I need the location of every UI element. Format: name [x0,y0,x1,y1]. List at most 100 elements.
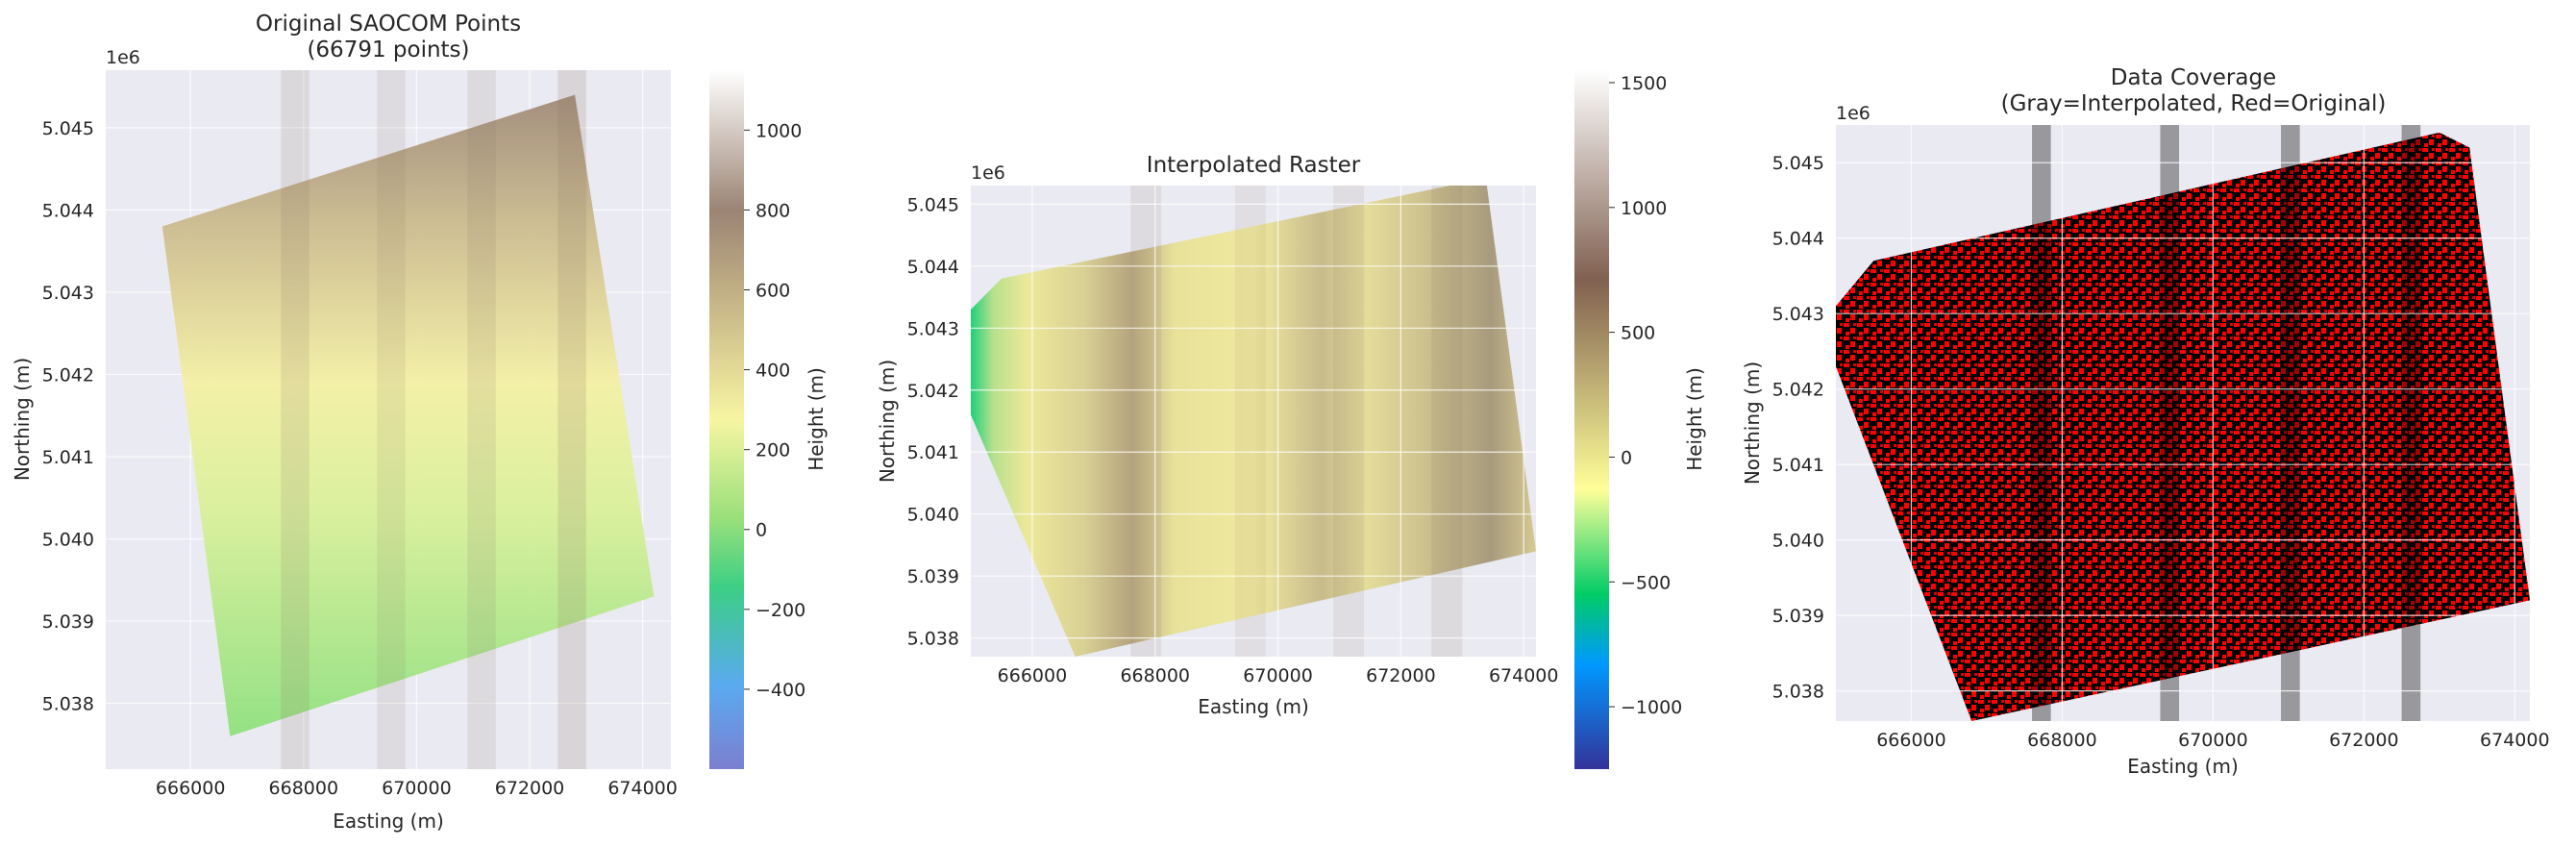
colorbar-ticks-2: −1000 −500 0 500 1000 1500 [1609,73,1682,718]
y-tick-label: 5.042 [1772,380,1824,401]
y-tick-label: 5.044 [1772,229,1824,250]
colorbar-tick-label: −1000 [1621,697,1682,718]
colorbar-label-1: Height (m) [805,367,828,471]
x-tick-label: 668000 [2027,730,2097,751]
y-tick-label: 5.042 [42,364,94,386]
scatter-footprint [161,94,655,736]
ridge-band [1431,186,1463,657]
y-tick-label: 5.039 [907,566,959,587]
grid-3 [1836,125,2530,721]
x-label-2: Easting (m) [1198,695,1309,718]
coverage-footprint [1836,132,2530,721]
y-label-2: Northing (m) [876,360,899,483]
y-tick-label: 5.043 [907,318,959,339]
colorbar-tick-label: 600 [755,280,790,301]
y-tick-label: 5.039 [42,611,94,633]
ridge-band [1234,186,1266,657]
y-ticks-1: 5.038 5.039 5.040 5.041 5.042 5.043 5.044 5.045 [42,118,94,715]
y-tick-label: 5.043 [42,283,94,304]
x-tick-label: 670000 [382,778,452,799]
colorbar-tick-label: −500 [1621,572,1671,593]
x-tick-label: 670000 [1243,665,1313,686]
x-tick-label: 666000 [1876,730,1946,751]
y-multiplier-3: 1e6 [1836,103,1870,124]
colorbar-tick-label: 500 [1621,323,1655,344]
x-tick-label: 672000 [2329,730,2399,751]
colorbar-tick-label: 1000 [1621,198,1667,219]
y-tick-label: 5.043 [1772,304,1824,325]
y-tick-label: 5.045 [907,194,959,215]
colorbar-tick-label: 1000 [755,120,802,141]
ridge-band [1130,186,1162,657]
y-ticks-3: 5.038 5.039 5.040 5.041 5.042 5.043 5.044 5.045 [1772,153,1824,702]
y-tick-label: 5.045 [42,118,94,139]
y-tick-label: 5.045 [1772,153,1824,174]
y-tick-label: 5.040 [1772,531,1824,552]
x-tick-label: 666000 [998,665,1068,686]
x-tick-label: 674000 [2480,730,2550,751]
y-label-1: Northing (m) [11,358,34,481]
y-ticks-2: 5.038 5.039 5.040 5.041 5.042 5.043 5.044 5.045 [907,194,959,649]
y-tick-label: 5.038 [1772,682,1824,703]
colorbar-tick-label: 1500 [1621,73,1667,94]
x-tick-label: 668000 [269,778,339,799]
colorbar-ticks-1: −400 −200 0 200 400 600 800 1000 [744,120,805,701]
coverage-gap-band [2401,125,2421,721]
colorbar-tick-label: 0 [1621,447,1632,468]
y-multiplier-1: 1e6 [106,47,140,68]
title-3: Data Coverage (Gray=Interpolated, Red=Ori… [2001,65,2387,116]
panel-interpolated-raster: Interpolated Raster 1e6 666000 668000 6700… [876,70,1706,769]
y-tick-label: 5.044 [42,200,94,221]
x-tick-label: 666000 [156,778,226,799]
ridge-band [557,70,586,769]
ridge-band [1333,186,1365,657]
title-2: Interpolated Raster [1147,153,1361,178]
coverage-gap-band [2160,125,2180,721]
y-label-3: Northing (m) [1741,361,1764,485]
y-tick-label: 5.042 [907,381,959,402]
colorbar-tick-label: −200 [755,600,805,621]
coverage-gap-band [2032,125,2051,721]
x-tick-label: 674000 [607,778,678,799]
y-tick-label: 5.041 [42,447,94,468]
x-tick-label: 668000 [1120,665,1190,686]
y-tick-label: 5.040 [42,530,94,551]
panel-data-coverage: Data Coverage (Gray=Interpolated, Red=Ori… [1741,65,2550,778]
x-tick-label: 674000 [1489,665,1559,686]
y-tick-label: 5.039 [1772,606,1824,627]
x-tick-label: 670000 [2178,730,2248,751]
x-ticks-3: 666000 668000 670000 672000 674000 [1876,730,2549,751]
ridge-stripes-2 [1130,186,1463,657]
y-tick-label: 5.040 [907,505,959,526]
grid-2 [971,186,1536,657]
y-tick-label: 5.041 [1772,455,1824,476]
ridge-stripes-1 [281,70,586,769]
title-1: Original SAOCOM Points (66791 points) [256,12,521,62]
ridge-band [281,70,310,769]
y-tick-label: 5.041 [907,442,959,463]
y-tick-label: 5.044 [907,257,959,278]
x-label-1: Easting (m) [333,810,444,833]
colorbar-tick-label: 200 [755,440,790,461]
raster-footprint [971,186,1536,657]
y-tick-label: 5.038 [42,694,94,715]
colorbar-tick-label: −400 [755,680,805,701]
colorbar-1 [709,70,744,769]
y-multiplier-2: 1e6 [971,162,1005,184]
colorbar-tick-label: 800 [755,200,790,221]
x-label-3: Easting (m) [2127,755,2239,778]
x-tick-label: 672000 [1366,665,1436,686]
coverage-gap-band [2281,125,2300,721]
ridge-band [377,70,406,769]
x-tick-label: 672000 [495,778,565,799]
x-ticks-1: 666000 668000 670000 672000 674000 [156,778,678,799]
x-ticks-2: 666000 668000 670000 672000 674000 [998,665,1559,686]
colorbar-2 [1574,70,1609,769]
panel-original-points: Original SAOCOM Points (66791 points) 1e6… [11,12,828,833]
colorbar-tick-label: 400 [755,361,790,382]
ridge-band [467,70,496,769]
colorbar-label-2: Height (m) [1683,367,1706,471]
colorbar-tick-label: 0 [755,520,767,541]
y-tick-label: 5.038 [907,629,959,650]
